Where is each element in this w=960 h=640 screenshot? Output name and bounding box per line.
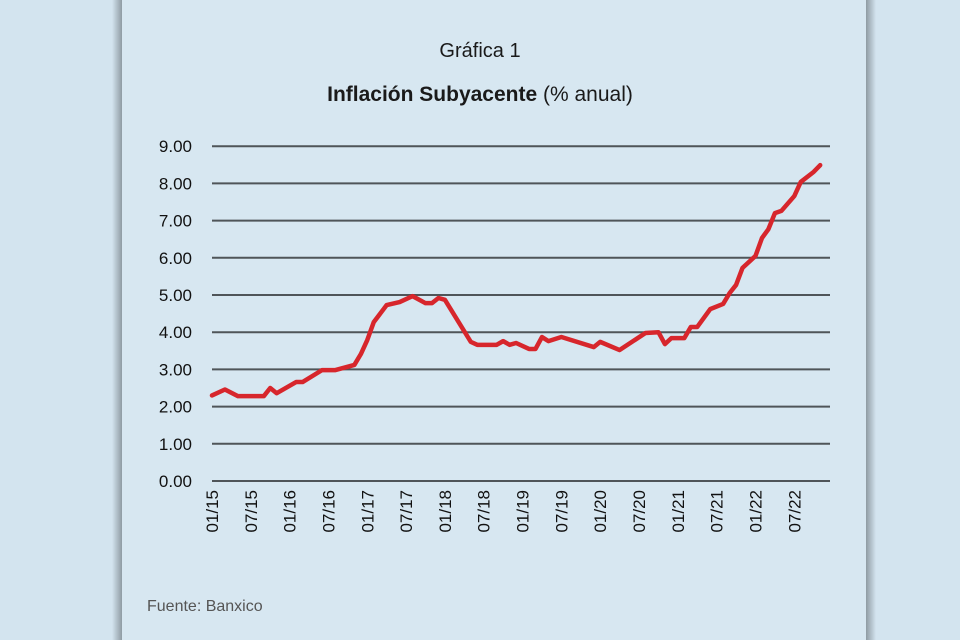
- x-tick-label: 01/20: [591, 490, 610, 533]
- x-tick-label: 07/17: [397, 490, 416, 533]
- x-tick-label: 01/18: [436, 490, 455, 533]
- y-tick-label: 2.00: [159, 398, 192, 417]
- x-tick-label: 01/19: [514, 490, 533, 533]
- x-tick-label: 07/19: [552, 490, 571, 533]
- y-tick-label: 5.00: [159, 286, 192, 305]
- inflation-series-line: [209, 162, 823, 399]
- x-tick-label: 07/22: [785, 490, 804, 533]
- subtitle-unit: (% anual): [537, 83, 633, 106]
- y-tick-label: 7.00: [159, 212, 192, 231]
- chart-subtitle: Inflación Subyacente (% anual): [0, 83, 960, 107]
- subtitle-bold: Inflación Subyacente: [327, 83, 538, 106]
- x-tick-label: 01/21: [669, 490, 688, 533]
- card-shadow-left: [112, 0, 122, 640]
- y-tick-label: 4.00: [159, 323, 192, 342]
- y-tick-label: 9.00: [159, 137, 192, 156]
- x-tick-label: 01/17: [358, 490, 377, 533]
- x-tick-label: 07/15: [242, 490, 261, 533]
- y-tick-label: 8.00: [159, 174, 192, 193]
- chart-title: Gráfica 1: [439, 40, 521, 62]
- y-tick-label: 1.00: [159, 435, 192, 454]
- x-tick-label: 07/18: [475, 490, 494, 533]
- x-tick-label: 07/16: [319, 490, 338, 533]
- y-tick-label: 3.00: [159, 360, 192, 379]
- chart-card: [122, 0, 866, 640]
- x-tick-label: 01/15: [203, 490, 222, 533]
- x-tick-label: 01/22: [746, 490, 765, 533]
- x-tick-label: 07/21: [708, 490, 727, 533]
- y-tick-label: 0.00: [159, 472, 192, 491]
- x-tick-label: 07/20: [630, 490, 649, 533]
- x-tick-label: 01/16: [281, 490, 300, 533]
- card-shadow-right: [866, 0, 876, 640]
- source-note: Fuente: Banxico: [147, 598, 263, 615]
- y-tick-label: 6.00: [159, 249, 192, 268]
